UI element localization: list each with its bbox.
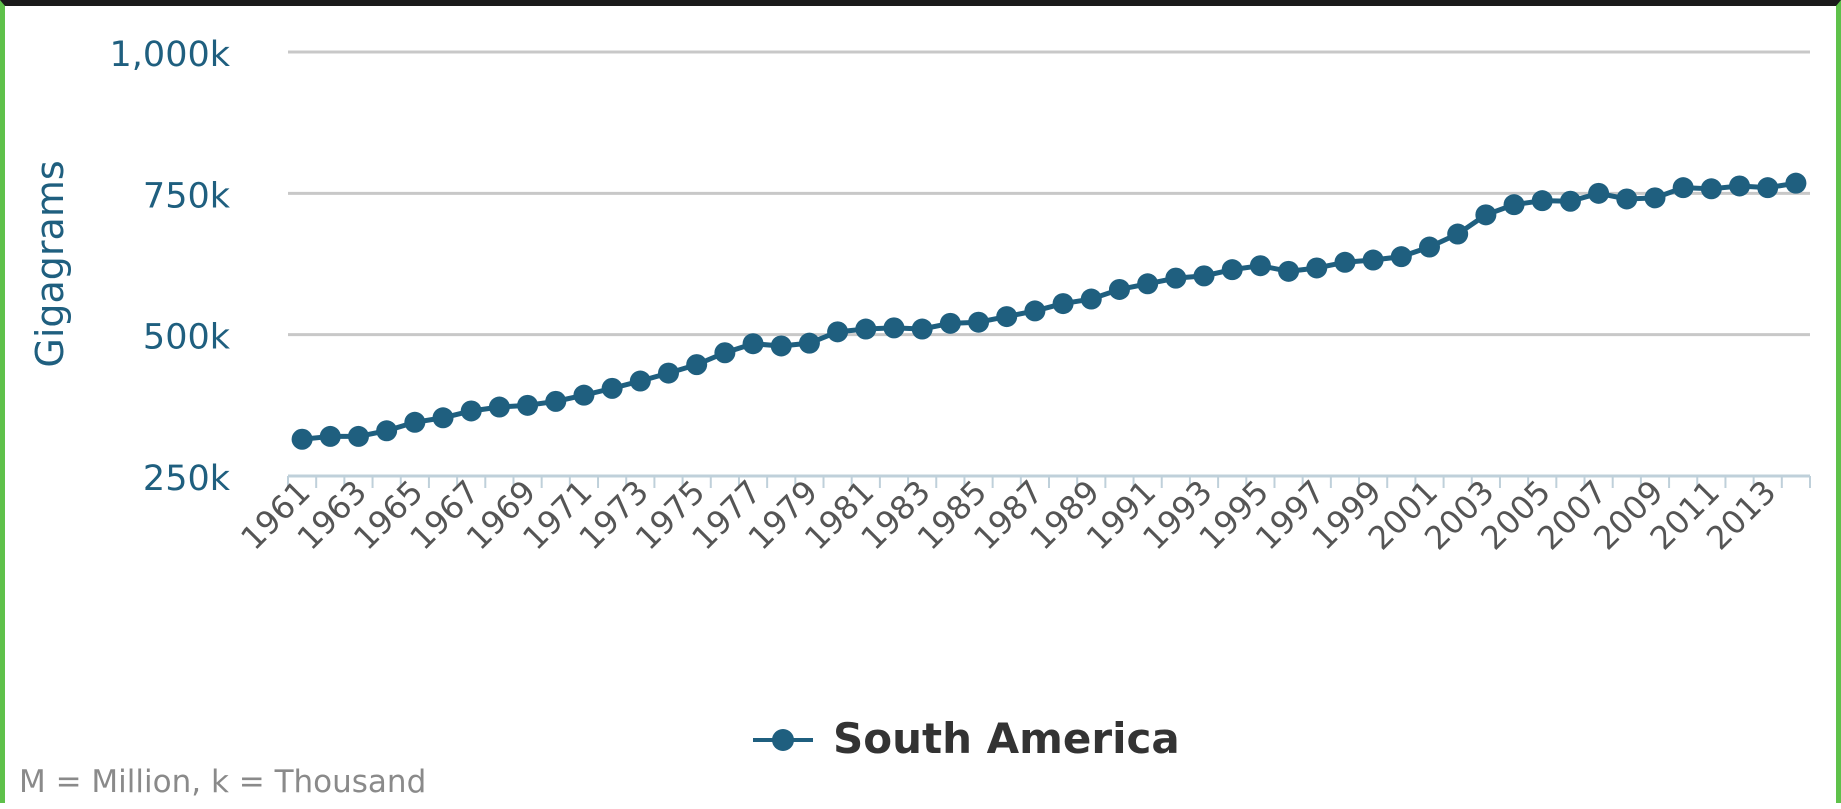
data-point-1975[interactable] (686, 354, 708, 376)
data-point-1965[interactable] (404, 411, 426, 433)
data-point-1968[interactable] (488, 396, 510, 418)
data-point-1994[interactable] (1221, 259, 1243, 281)
data-point-1982[interactable] (883, 317, 905, 339)
data-point-1987[interactable] (1024, 300, 1046, 322)
data-point-1990[interactable] (1108, 278, 1130, 300)
data-point-1964[interactable] (376, 420, 398, 442)
y-axis-title: Gigagrams (28, 160, 72, 367)
legend[interactable]: South America (753, 714, 1180, 763)
data-point-1963[interactable] (347, 425, 369, 447)
y-tick-label: 750k (143, 176, 231, 216)
data-point-1979[interactable] (798, 332, 820, 354)
data-point-2011[interactable] (1700, 178, 1722, 200)
data-point-1998[interactable] (1334, 251, 1356, 273)
footnote: M = Million, k = Thousand (19, 764, 427, 800)
line-chart: 250k 500k 750k 1,000k 196119631965196719691… (28, 35, 1811, 763)
data-point-1991[interactable] (1137, 273, 1159, 295)
data-point-1983[interactable] (911, 318, 933, 340)
data-point-2014[interactable] (1785, 172, 1807, 194)
y-tick-label: 500k (143, 318, 231, 358)
data-point-1976[interactable] (714, 342, 736, 364)
data-point-1967[interactable] (460, 400, 482, 422)
data-point-1970[interactable] (545, 390, 567, 412)
data-point-1986[interactable] (996, 306, 1018, 328)
data-point-1996[interactable] (1278, 260, 1300, 282)
data-point-1978[interactable] (770, 335, 792, 357)
data-point-1997[interactable] (1306, 257, 1328, 279)
data-point-1962[interactable] (319, 425, 341, 447)
series-south-america[interactable] (291, 172, 1807, 450)
data-point-1985[interactable] (968, 311, 990, 333)
data-point-2008[interactable] (1616, 188, 1638, 210)
legend-label-south-america: South America (833, 714, 1180, 763)
y-tick-label: 1,000k (110, 35, 231, 75)
data-point-1971[interactable] (573, 384, 595, 406)
x-axis: 1961196319651967196919711973197519771979… (233, 473, 1811, 557)
y-axis: 250k 500k 750k 1,000k (110, 35, 231, 499)
legend-marker-swatch (772, 729, 794, 751)
data-point-2002[interactable] (1447, 223, 1469, 245)
data-point-2001[interactable] (1419, 236, 1440, 258)
data-point-2009[interactable] (1644, 187, 1666, 209)
data-point-2005[interactable] (1531, 190, 1553, 212)
data-point-1980[interactable] (827, 321, 849, 343)
data-point-1981[interactable] (855, 318, 877, 340)
data-point-1992[interactable] (1165, 267, 1187, 289)
data-point-2007[interactable] (1588, 182, 1610, 204)
data-point-1995[interactable] (1249, 255, 1271, 277)
data-point-1999[interactable] (1362, 249, 1384, 271)
data-point-1972[interactable] (601, 377, 623, 399)
data-point-1993[interactable] (1193, 265, 1215, 287)
data-point-1988[interactable] (1052, 293, 1074, 315)
y-tick-label: 250k (143, 459, 231, 499)
data-point-1973[interactable] (629, 370, 651, 392)
data-point-1966[interactable] (432, 407, 454, 429)
data-point-1989[interactable] (1080, 288, 1102, 310)
data-point-2010[interactable] (1672, 177, 1694, 199)
data-point-2006[interactable] (1559, 190, 1581, 212)
data-point-2003[interactable] (1475, 204, 1497, 226)
data-point-2012[interactable] (1729, 175, 1751, 197)
data-point-1977[interactable] (742, 333, 764, 355)
data-point-1961[interactable] (291, 428, 313, 450)
data-point-2004[interactable] (1503, 194, 1525, 216)
data-point-1984[interactable] (939, 312, 961, 334)
data-point-2013[interactable] (1757, 177, 1779, 199)
data-point-1969[interactable] (517, 394, 539, 416)
data-point-1974[interactable] (658, 362, 679, 384)
data-point-2000[interactable] (1390, 246, 1412, 268)
grid-lines (288, 50, 1810, 478)
